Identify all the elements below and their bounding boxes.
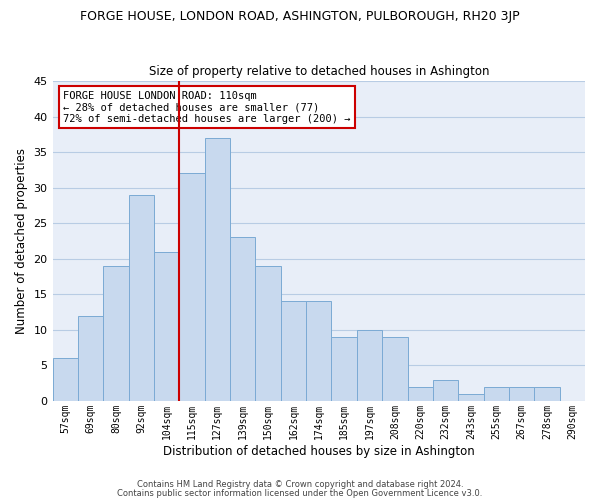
Text: FORGE HOUSE LONDON ROAD: 110sqm
← 28% of detached houses are smaller (77)
72% of: FORGE HOUSE LONDON ROAD: 110sqm ← 28% of… [63,90,350,124]
Title: Size of property relative to detached houses in Ashington: Size of property relative to detached ho… [149,66,489,78]
Bar [306,302,331,401]
Text: Contains HM Land Registry data © Crown copyright and database right 2024.: Contains HM Land Registry data © Crown c… [137,480,463,489]
Bar [53,358,78,401]
Bar [256,266,281,401]
Text: FORGE HOUSE, LONDON ROAD, ASHINGTON, PULBOROUGH, RH20 3JP: FORGE HOUSE, LONDON ROAD, ASHINGTON, PUL… [80,10,520,23]
Bar [179,174,205,401]
Bar [230,238,256,401]
Bar [128,195,154,401]
Text: Contains public sector information licensed under the Open Government Licence v3: Contains public sector information licen… [118,489,482,498]
Bar [382,337,407,401]
Bar [534,386,560,401]
Bar [357,330,382,401]
Bar [78,316,103,401]
X-axis label: Distribution of detached houses by size in Ashington: Distribution of detached houses by size … [163,444,475,458]
Bar [509,386,534,401]
Bar [154,252,179,401]
Bar [407,386,433,401]
Bar [103,266,128,401]
Bar [458,394,484,401]
Bar [433,380,458,401]
Y-axis label: Number of detached properties: Number of detached properties [15,148,28,334]
Bar [281,302,306,401]
Bar [484,386,509,401]
Bar [331,337,357,401]
Bar [205,138,230,401]
